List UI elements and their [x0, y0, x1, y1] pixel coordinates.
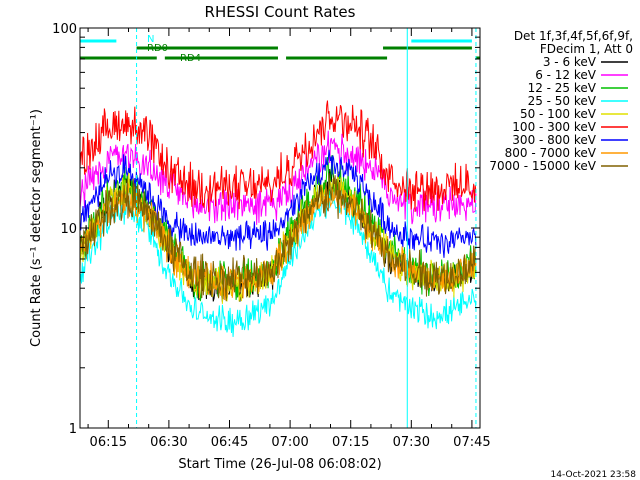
- series-line-2: [79, 130, 477, 225]
- legend: Det 1f,3f,4f,5f,6f,9f, FDecim 1, Att 0 3…: [489, 29, 633, 173]
- legend-label-5: 50 - 100 keV: [520, 107, 597, 121]
- legend-label-9: 7000 - 15000 keV: [489, 159, 596, 173]
- chart-title: RHESSI Count Rates: [205, 3, 356, 21]
- legend-label-4: 25 - 50 keV: [528, 94, 597, 108]
- annotation-label-rd4: RD4: [180, 53, 201, 64]
- x-tick-label: 06:45: [211, 435, 248, 450]
- x-ticks: 06:15 06:30 06:45 07:00 07:15 07:30 07:45: [87, 28, 491, 450]
- x-tick-label: 07:00: [271, 435, 308, 450]
- series-line-8: [79, 182, 477, 301]
- legend-title-line-1: Det 1f,3f,4f,5f,6f,9f,: [514, 29, 633, 43]
- legend-label-3: 12 - 25 keV: [528, 81, 597, 95]
- series-line-7: [79, 149, 477, 258]
- y-ticks: 1 10 100: [52, 22, 480, 437]
- x-tick-label: 06:15: [90, 435, 127, 450]
- legend-label-1: 3 - 6 keV: [543, 55, 597, 69]
- x-tick-label: 07:45: [453, 435, 490, 450]
- annotation-label-n: N: [147, 34, 154, 45]
- y-axis-label: Count Rate (s⁻¹ detector segment⁻¹): [29, 109, 44, 347]
- legend-label-8: 800 - 7000 keV: [505, 146, 597, 160]
- timestamp: 14-Oct-2021 23:58: [551, 470, 637, 480]
- legend-label-6: 100 - 300 keV: [512, 120, 596, 134]
- x-tick-label: 07:15: [332, 435, 369, 450]
- x-axis-label: Start Time (26-Jul-08 06:08:02): [178, 457, 381, 472]
- x-tick-label: 06:30: [150, 435, 187, 450]
- y-tick-label: 1: [69, 422, 77, 437]
- series-line-9: [79, 173, 477, 302]
- series-line-6: [79, 100, 477, 213]
- series-layer: [79, 100, 477, 337]
- x-tick-label: 07:30: [393, 435, 430, 450]
- legend-title-line-2: FDecim 1, Att 0: [540, 42, 633, 56]
- legend-label-2: 6 - 12 keV: [535, 68, 597, 82]
- y-tick-label: 10: [60, 222, 77, 237]
- legend-label-7: 300 - 800 keV: [512, 133, 596, 147]
- y-tick-label: 100: [52, 22, 77, 37]
- annotation-label-rd0: RD0: [147, 43, 168, 54]
